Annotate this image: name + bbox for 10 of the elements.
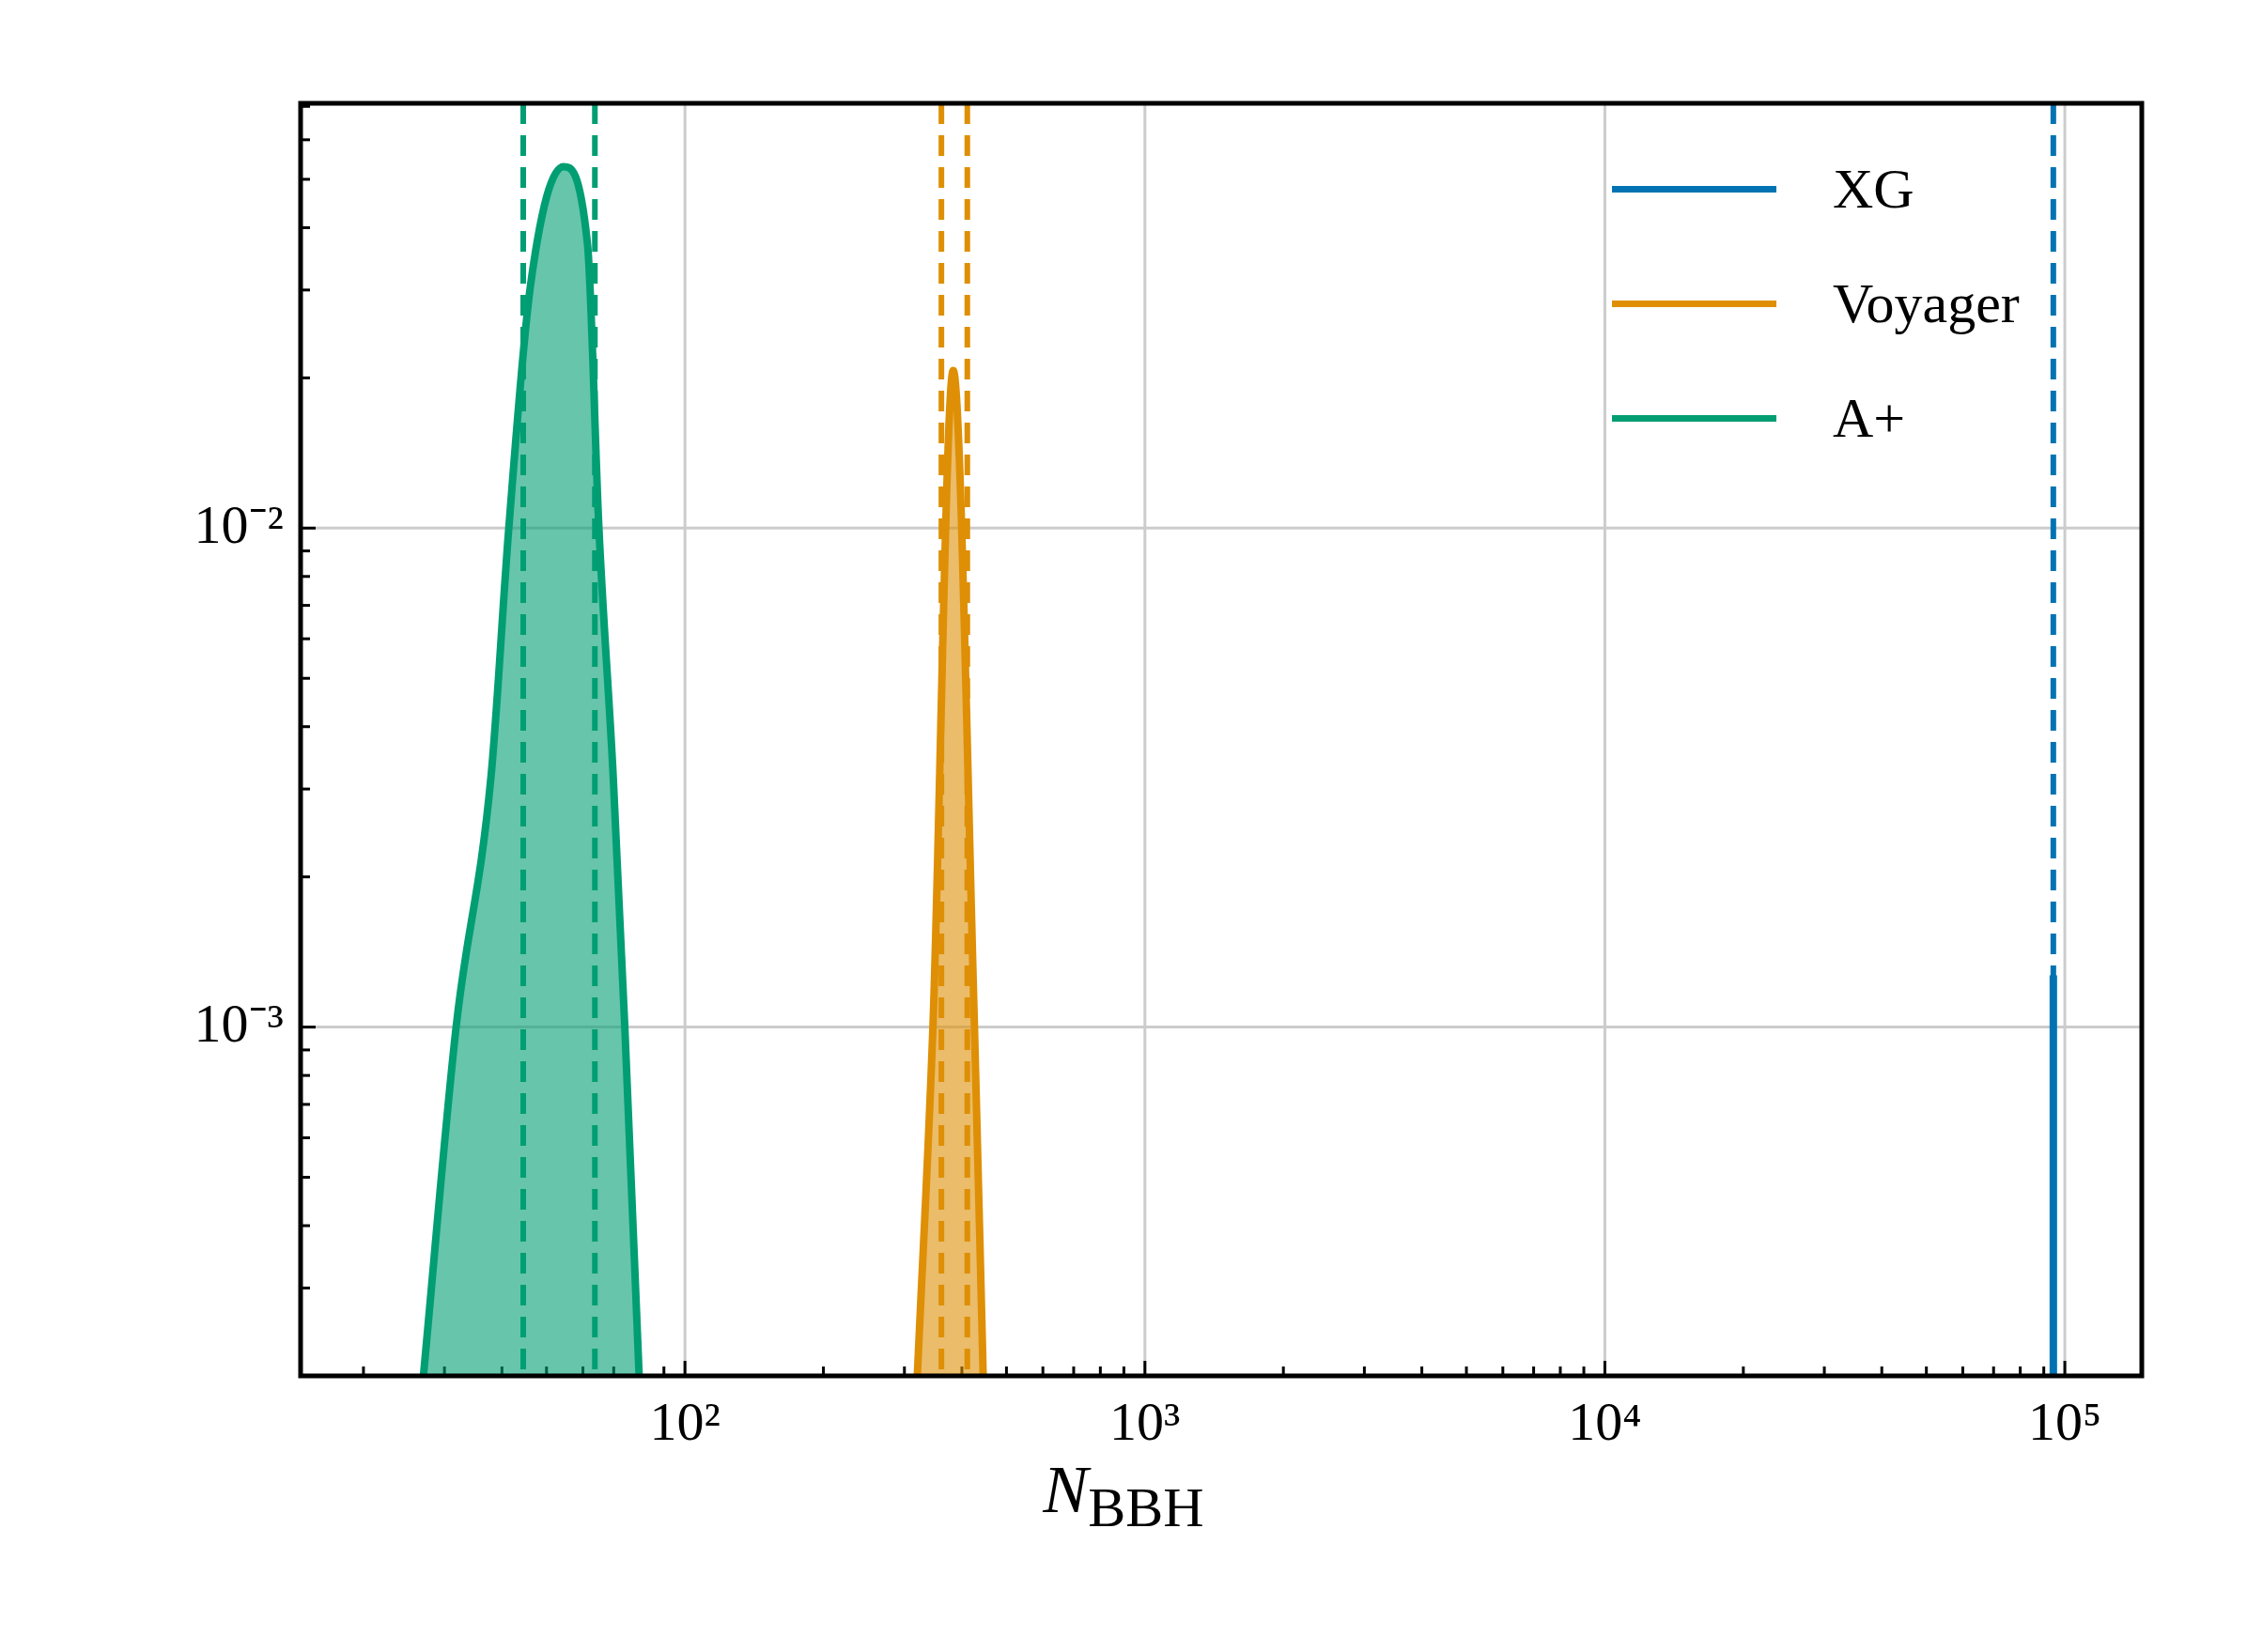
x-tick-label: 10⁴ <box>1568 1391 1642 1453</box>
x-tick-label: 10³ <box>1109 1391 1181 1453</box>
legend-label: Voyager <box>1833 270 2020 336</box>
x-tick-label: 10⁵ <box>2027 1391 2102 1453</box>
legend-label: XG <box>1833 156 1914 222</box>
legend-label: A+ <box>1833 385 1906 451</box>
y-tick-label: 10⁻² <box>194 493 284 555</box>
x-tick-label: 10² <box>649 1391 721 1453</box>
y-tick-label: 10⁻³ <box>194 992 284 1054</box>
x-axis-title: N$_{BBH}$ <box>1043 1452 1204 1539</box>
